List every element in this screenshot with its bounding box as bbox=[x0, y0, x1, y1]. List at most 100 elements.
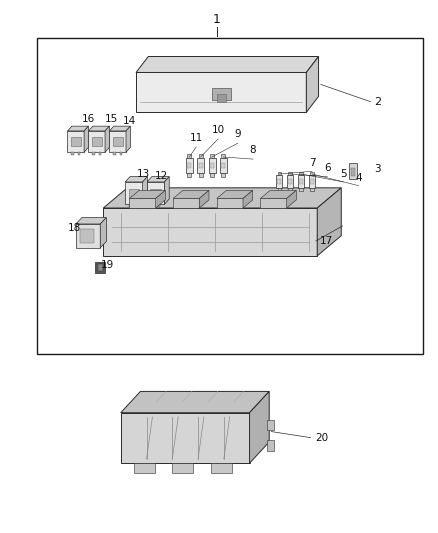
Text: 10: 10 bbox=[212, 125, 225, 135]
Bar bbox=[210, 173, 214, 176]
Bar bbox=[199, 155, 203, 158]
Bar bbox=[173, 463, 194, 473]
Polygon shape bbox=[317, 188, 341, 256]
Bar bbox=[289, 188, 292, 191]
Bar bbox=[151, 204, 153, 207]
Polygon shape bbox=[155, 190, 165, 208]
Polygon shape bbox=[110, 126, 131, 131]
Bar bbox=[289, 172, 292, 175]
Bar bbox=[199, 173, 203, 176]
Bar bbox=[310, 179, 314, 184]
Polygon shape bbox=[100, 217, 106, 248]
Polygon shape bbox=[67, 126, 88, 131]
Bar bbox=[217, 94, 226, 102]
Text: 12: 12 bbox=[155, 172, 168, 181]
Text: 5: 5 bbox=[340, 169, 347, 179]
Text: 18: 18 bbox=[67, 223, 81, 233]
Polygon shape bbox=[143, 176, 148, 204]
Polygon shape bbox=[261, 190, 296, 198]
Bar bbox=[113, 152, 116, 155]
Bar bbox=[158, 204, 160, 207]
Bar bbox=[71, 138, 81, 146]
Polygon shape bbox=[173, 198, 199, 208]
Polygon shape bbox=[306, 56, 318, 112]
Bar bbox=[222, 173, 225, 176]
Polygon shape bbox=[136, 72, 306, 112]
Polygon shape bbox=[261, 198, 287, 208]
Polygon shape bbox=[130, 198, 155, 208]
Bar bbox=[278, 188, 281, 191]
Polygon shape bbox=[147, 176, 169, 182]
Bar bbox=[37, 38, 424, 354]
Bar bbox=[210, 155, 214, 158]
Polygon shape bbox=[287, 190, 296, 208]
Bar bbox=[187, 155, 191, 158]
Polygon shape bbox=[250, 391, 269, 463]
Bar bbox=[136, 204, 139, 207]
Polygon shape bbox=[67, 131, 84, 152]
Polygon shape bbox=[243, 190, 253, 208]
Bar bbox=[198, 163, 203, 168]
Bar bbox=[78, 152, 80, 155]
Text: 17: 17 bbox=[319, 236, 333, 246]
Text: 3: 3 bbox=[374, 164, 381, 174]
Polygon shape bbox=[121, 391, 269, 413]
Bar bbox=[276, 175, 283, 188]
Bar bbox=[80, 229, 94, 243]
Bar bbox=[92, 138, 102, 146]
Bar bbox=[113, 138, 123, 146]
Polygon shape bbox=[103, 208, 317, 256]
Bar bbox=[277, 179, 281, 184]
Polygon shape bbox=[88, 126, 110, 131]
Bar bbox=[300, 172, 303, 175]
Bar bbox=[210, 163, 214, 168]
Bar bbox=[98, 264, 103, 271]
Bar bbox=[211, 463, 232, 473]
Bar bbox=[120, 152, 122, 155]
Text: 14: 14 bbox=[123, 116, 136, 126]
Text: 1: 1 bbox=[213, 13, 221, 26]
Bar bbox=[221, 163, 226, 168]
Polygon shape bbox=[173, 190, 209, 198]
Polygon shape bbox=[121, 413, 250, 463]
Polygon shape bbox=[217, 190, 253, 198]
Text: 4: 4 bbox=[355, 173, 362, 182]
Polygon shape bbox=[110, 131, 126, 152]
Bar bbox=[134, 463, 155, 473]
Bar bbox=[300, 188, 303, 191]
Bar bbox=[186, 158, 193, 173]
Bar bbox=[349, 163, 357, 179]
Text: 11: 11 bbox=[190, 133, 203, 143]
Bar bbox=[71, 152, 74, 155]
Text: 9: 9 bbox=[234, 129, 241, 139]
Bar bbox=[267, 419, 274, 430]
Text: 6: 6 bbox=[324, 164, 331, 173]
Bar bbox=[187, 163, 191, 168]
Polygon shape bbox=[126, 126, 131, 152]
Polygon shape bbox=[84, 126, 88, 152]
Bar bbox=[129, 204, 132, 207]
Text: 15: 15 bbox=[105, 114, 118, 124]
Bar bbox=[212, 88, 231, 100]
Polygon shape bbox=[136, 56, 318, 72]
Bar bbox=[267, 440, 274, 450]
Text: 20: 20 bbox=[315, 433, 328, 443]
Bar bbox=[222, 155, 225, 158]
Bar bbox=[299, 179, 303, 184]
Bar bbox=[187, 173, 191, 176]
Polygon shape bbox=[103, 188, 341, 208]
Polygon shape bbox=[105, 126, 110, 152]
Text: 2: 2 bbox=[374, 96, 381, 107]
Polygon shape bbox=[217, 198, 243, 208]
Text: 16: 16 bbox=[81, 114, 95, 124]
Polygon shape bbox=[164, 176, 169, 204]
Bar bbox=[278, 172, 281, 175]
Bar bbox=[310, 172, 314, 175]
Text: 7: 7 bbox=[309, 158, 315, 168]
Polygon shape bbox=[76, 224, 100, 248]
Bar bbox=[310, 188, 314, 191]
Bar bbox=[220, 158, 227, 173]
Bar bbox=[197, 158, 204, 173]
Bar bbox=[288, 179, 292, 184]
Bar bbox=[287, 175, 293, 188]
